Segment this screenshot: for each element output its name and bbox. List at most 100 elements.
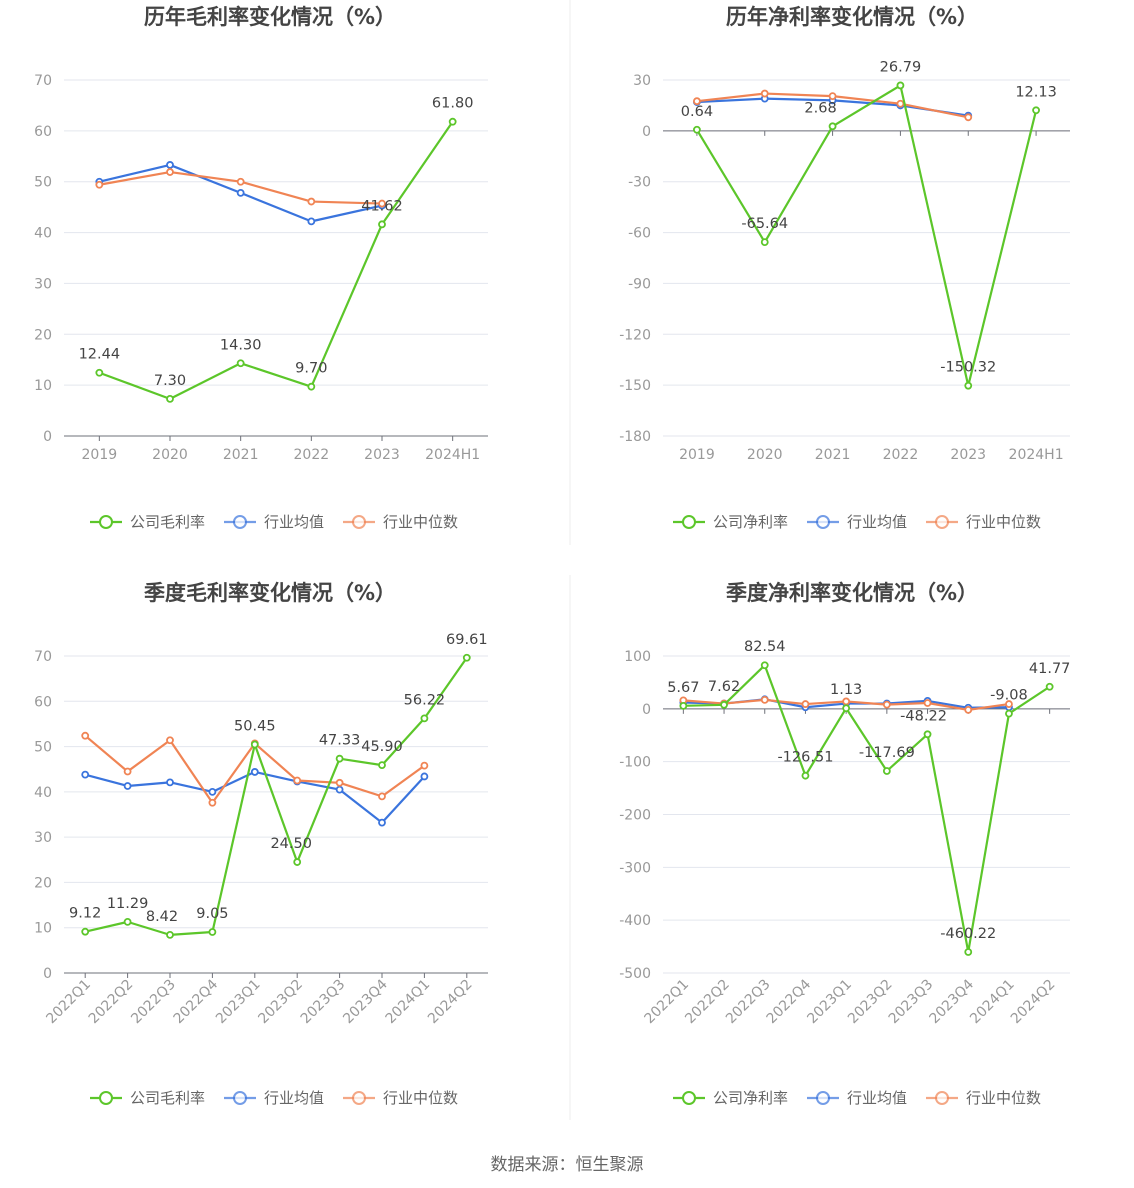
- chart-title: 季度毛利率变化情况（%）: [144, 581, 396, 605]
- data-point-company: [166, 930, 174, 939]
- data-point-company: [448, 117, 457, 126]
- data-point-median: [166, 168, 174, 176]
- data-point-company: [208, 928, 217, 936]
- data-label: -460.22: [940, 926, 996, 942]
- data-point-company: [420, 714, 429, 723]
- y-tick-label: -120: [619, 327, 651, 343]
- legend-item-company[interactable]: 公司毛利率: [90, 1089, 205, 1107]
- y-tick-label: -150: [619, 378, 651, 394]
- y-tick-label: -500: [619, 966, 651, 982]
- y-tick-label: -400: [619, 913, 651, 929]
- data-label: 41.62: [361, 198, 403, 214]
- data-label: 11.29: [107, 896, 149, 912]
- legend-label: 行业均值: [847, 1089, 907, 1107]
- data-label: 12.13: [1015, 84, 1057, 100]
- y-tick-label: 40: [34, 226, 52, 242]
- x-tick-label: 2022Q1: [43, 977, 94, 1028]
- y-tick-label: 10: [34, 378, 52, 394]
- data-label: -117.69: [859, 745, 915, 761]
- legend-item-median[interactable]: 行业中位数: [926, 513, 1041, 531]
- data-point-company: [307, 382, 316, 391]
- x-tick-label: 2020: [152, 447, 188, 463]
- data-label: 2.68: [804, 100, 836, 116]
- chart-1: 历年毛利率变化情况（%） 0 10 20 30 40 50 60 70 2019 2020 2021 2…: [34, 5, 488, 531]
- x-tick-label: 2023Q2: [255, 977, 306, 1028]
- data-point-avg: [81, 770, 90, 779]
- x-tick-label: 2022Q4: [171, 976, 222, 1027]
- legend-label: 公司毛利率: [130, 513, 205, 531]
- x-tick-label: 2023Q1: [213, 977, 264, 1028]
- legend-item-median[interactable]: 行业中位数: [343, 1089, 458, 1107]
- data-label: 7.30: [154, 373, 186, 389]
- x-tick-label: 2022: [294, 447, 330, 463]
- x-tick-label: 2024H1: [425, 447, 480, 463]
- legend-marker-icon: [352, 515, 366, 529]
- legend-item-avg[interactable]: 行业均值: [807, 1089, 907, 1107]
- chart-4: 季度净利率变化情况（%） -500 -400 -300 -200 -100 0 100 2022…: [619, 581, 1070, 1107]
- data-point-company: [882, 767, 891, 775]
- legend-marker-icon: [352, 1091, 366, 1105]
- x-tick-label: 2024Q2: [425, 977, 476, 1028]
- y-tick-label: 0: [642, 124, 651, 140]
- legend-label: 行业中位数: [966, 1089, 1041, 1107]
- legend-label: 公司净利率: [713, 513, 788, 531]
- data-point-median: [81, 731, 90, 740]
- data-point-company: [923, 730, 932, 739]
- series-line-company: [695, 84, 1038, 387]
- data-point-median: [95, 180, 104, 189]
- data-point-company: [250, 740, 259, 749]
- legend-marker-icon: [816, 515, 830, 529]
- data-label: 9.70: [295, 361, 327, 377]
- chart-3: 季度毛利率变化情况（%）0102030405060702022Q12022Q22…: [34, 581, 488, 1107]
- data-label: 1.13: [830, 682, 862, 698]
- y-tick-label: 10: [34, 921, 52, 937]
- data-point-avg: [250, 768, 259, 776]
- data-label: 9.12: [69, 906, 101, 922]
- data-point-company: [964, 948, 973, 956]
- legend-item-company[interactable]: 公司净利率: [673, 513, 788, 531]
- y-tick-label: 60: [34, 694, 52, 710]
- x-tick-label: 2022Q2: [682, 977, 733, 1028]
- x-tick-label: 2024Q1: [383, 977, 434, 1028]
- data-point-median: [842, 697, 851, 706]
- legend-item-company[interactable]: 公司净利率: [673, 1089, 788, 1107]
- data-point-company: [378, 761, 386, 770]
- legend-item-company[interactable]: 公司毛利率: [90, 513, 205, 531]
- y-tick-label: 50: [34, 740, 52, 756]
- data-label: -150.32: [940, 360, 996, 376]
- data-point-median: [693, 97, 701, 106]
- data-label: 61.80: [432, 96, 474, 112]
- data-point-company: [95, 368, 104, 377]
- data-label: 82.54: [744, 639, 786, 655]
- data-point-median: [378, 199, 386, 208]
- y-tick-label: 0: [43, 429, 52, 445]
- y-tick-label: 60: [34, 124, 52, 140]
- x-tick-label: 2023: [950, 447, 986, 463]
- data-label: 41.77: [1029, 661, 1071, 677]
- x-tick-label: 2020: [747, 447, 783, 463]
- data-label: -126.51: [777, 750, 833, 766]
- chart-title: 季度净利率变化情况（%）: [726, 581, 978, 605]
- legend-item-median[interactable]: 行业中位数: [926, 1089, 1041, 1107]
- data-point-avg: [420, 772, 429, 781]
- legend-marker-icon: [816, 1091, 830, 1105]
- legend-item-avg[interactable]: 行业均值: [807, 513, 907, 531]
- x-tick-label: 2024H1: [1009, 447, 1064, 463]
- legend-item-avg[interactable]: 行业均值: [224, 1089, 324, 1107]
- x-tick-label: 2022Q2: [86, 977, 137, 1028]
- y-tick-label: 70: [34, 649, 52, 665]
- data-point-company: [760, 661, 769, 670]
- legend-marker-icon: [682, 515, 696, 529]
- data-point-median: [307, 197, 316, 206]
- legend-item-median[interactable]: 行业中位数: [343, 513, 458, 531]
- x-tick-label: 2023Q3: [298, 977, 349, 1028]
- data-label: -65.64: [741, 216, 788, 232]
- data-point-median: [293, 776, 302, 785]
- x-tick-label: 2021: [223, 447, 259, 463]
- legend-item-avg[interactable]: 行业均值: [224, 513, 324, 531]
- y-tick-label: -180: [619, 429, 651, 445]
- x-tick-label: 2024Q2: [1008, 977, 1059, 1028]
- legend-marker-icon: [682, 1091, 696, 1105]
- legend-label: 行业均值: [264, 513, 324, 531]
- data-label: 56.22: [404, 692, 446, 708]
